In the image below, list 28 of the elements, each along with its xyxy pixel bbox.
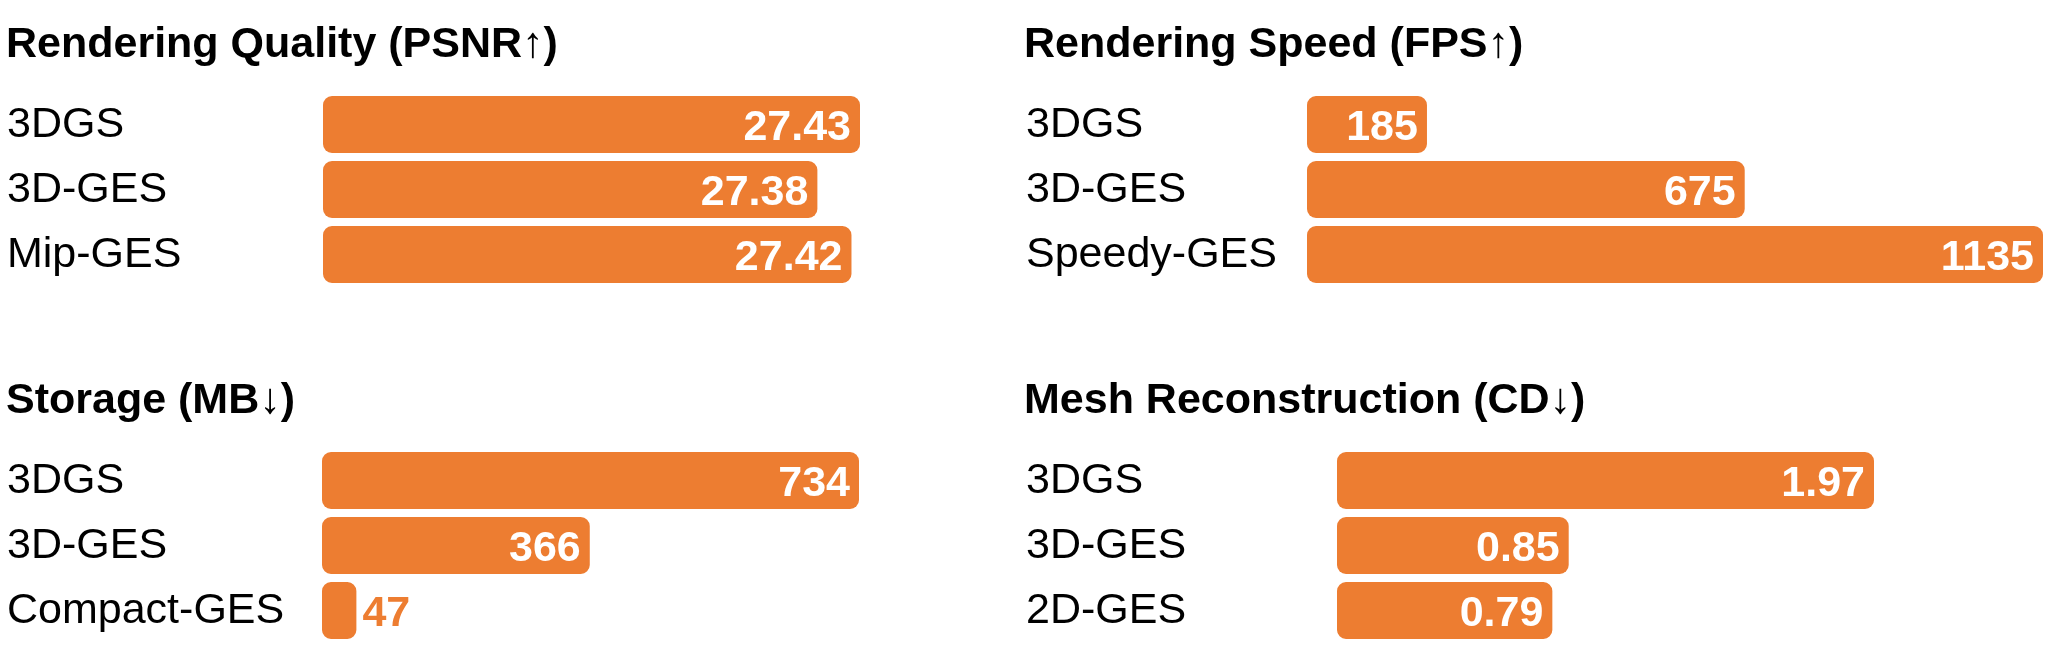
data-label: 27.43 xyxy=(743,100,851,149)
y-tick-label: 3D-GES xyxy=(7,163,168,212)
data-label: 0.85 xyxy=(1476,521,1560,570)
chart-title: Rendering Quality (PSNR↑) xyxy=(6,18,558,66)
data-label: 675 xyxy=(1663,165,1736,214)
y-tick-label: Speedy-GES xyxy=(1026,228,1277,277)
data-label: 1135 xyxy=(1940,230,2034,279)
y-tick-label: 3DGS xyxy=(7,454,125,503)
y-tick-label: 2D-GES xyxy=(1026,584,1187,633)
y-tick-label: 3DGS xyxy=(1026,454,1144,503)
y-tick-label: Mip-GES xyxy=(7,228,182,277)
data-label: 185 xyxy=(1346,100,1418,149)
y-tick-label: 3D-GES xyxy=(1026,519,1187,568)
y-tick-label: 3D-GES xyxy=(7,519,168,568)
y-tick-label: Compact-GES xyxy=(7,584,285,633)
y-tick-label: 3DGS xyxy=(7,98,125,147)
data-label: 1.97 xyxy=(1781,456,1865,505)
data-label: 366 xyxy=(509,521,581,570)
data-label: 734 xyxy=(778,456,851,505)
data-label: 0.79 xyxy=(1459,586,1544,635)
data-label: 27.38 xyxy=(700,165,809,214)
chart-title: Rendering Speed (FPS↑) xyxy=(1024,18,1524,66)
data-label: 27.42 xyxy=(734,230,843,279)
data-label: 47 xyxy=(362,586,411,635)
y-tick-label: 3D-GES xyxy=(1026,163,1187,212)
y-tick-label: 3DGS xyxy=(1026,98,1144,147)
chart-title: Storage (MB↓) xyxy=(6,374,296,422)
chart-title: Mesh Reconstruction (CD↓) xyxy=(1024,374,1586,422)
